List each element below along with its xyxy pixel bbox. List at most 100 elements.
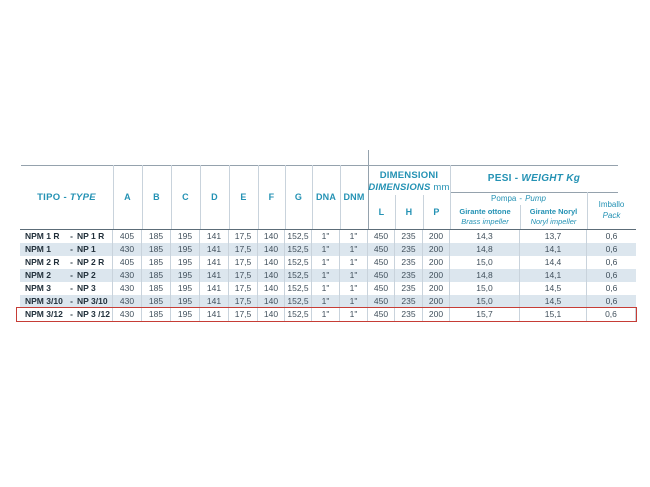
value-cell-noryl: 15,1: [520, 308, 587, 321]
dimensions-title-it: DIMENSIONI: [379, 170, 439, 182]
model-name-cell: NPM 3 - NP 3: [20, 282, 113, 295]
column-header-G: G: [294, 192, 303, 202]
value-cell-a: 405: [113, 230, 142, 243]
dimensions-divider-tick: [368, 150, 369, 229]
value-cell-p: 200: [423, 295, 450, 308]
pack-label-en: Pack: [602, 210, 621, 220]
value-cell-p: 200: [423, 269, 450, 282]
value-cell-b: 185: [142, 308, 171, 321]
grid-line: [229, 165, 230, 229]
value-cell-a: 430: [113, 308, 142, 321]
model-name-cell: NPM 1 - NP 1: [20, 243, 113, 256]
value-cell-c: 195: [171, 256, 200, 269]
column-header-DNA: DNA: [315, 192, 337, 202]
model-name-it: NPM 3: [25, 283, 51, 293]
value-cell-f: 140: [258, 282, 285, 295]
value-cell-dnm: 1": [340, 269, 368, 282]
model-name-cell: NPM 2 R - NP 2 R: [20, 256, 113, 269]
model-name-it: NPM 1 R: [25, 231, 60, 241]
value-cell-pack: 0,6: [605, 257, 618, 267]
column-header-F: F: [268, 192, 275, 202]
weight-group-underline: [450, 192, 618, 193]
column-header-C: C: [182, 192, 189, 202]
value-cell-h: 235: [395, 256, 423, 269]
value-cell-d: 141: [200, 256, 229, 269]
value-cell-c: 195: [171, 308, 200, 321]
grid-line: [395, 195, 396, 229]
value-cell-noryl: 14,5: [520, 295, 587, 308]
model-name-en: NP 1 R: [77, 231, 105, 241]
value-cell-c: 195: [171, 269, 200, 282]
value-cell-g: 152,5: [285, 295, 312, 308]
noryl-label-it: Girante Noryl: [529, 207, 578, 217]
grid-line: [520, 205, 521, 229]
value-cell-dna: 1": [312, 256, 340, 269]
value-cell-l: 450: [368, 256, 395, 269]
model-name-it: NPM 2 R: [25, 257, 60, 267]
value-cell-dna: 1": [312, 308, 340, 321]
value-cell-brass: 14,8: [450, 269, 520, 282]
value-cell-f: 140: [258, 295, 285, 308]
value-cell-brass: 15,7: [450, 308, 520, 321]
table-header: TIPO - TYPE DIMENSIONI DIMENSIONS mm PES…: [20, 165, 636, 229]
type-label-it: TIPO: [37, 191, 61, 203]
value-cell-a: 430: [113, 243, 142, 256]
value-cell-h: 235: [395, 243, 423, 256]
pump-label-it: Pompa: [491, 194, 517, 203]
value-cell-g: 152,5: [285, 243, 312, 256]
value-cell-c: 195: [171, 282, 200, 295]
model-name-separator: -: [70, 296, 73, 306]
value-cell-p: 200: [423, 308, 450, 321]
value-cell-p: 200: [423, 230, 450, 243]
model-name-it: NPM 2: [25, 270, 51, 280]
value-cell-dnm: 1": [340, 243, 368, 256]
value-cell-dna: 1": [312, 295, 340, 308]
value-cell-l: 450: [368, 282, 395, 295]
value-cell-pack: 0,6: [605, 244, 618, 254]
header-body-separator: [20, 229, 636, 230]
column-header-L: L: [378, 207, 385, 217]
grid-line: [113, 165, 114, 229]
value-cell-noryl: 13,7: [520, 230, 587, 243]
grid-line: [340, 165, 341, 229]
value-cell-p: 200: [423, 243, 450, 256]
model-name-en: NP 1: [77, 244, 96, 254]
value-cell-noryl: 14,1: [520, 243, 587, 256]
value-cell-dna: 1": [312, 269, 340, 282]
model-name-separator: -: [70, 283, 73, 293]
value-cell-f: 140: [258, 308, 285, 321]
value-cell-g: 152,5: [285, 308, 312, 321]
table-row: NPM 3/12- NP 3 /12 430 185 195 141 17,5 140 152,…: [16, 307, 637, 322]
value-cell-dnm: 1": [340, 230, 368, 243]
value-cell-f: 140: [258, 256, 285, 269]
value-cell-g: 152,5: [285, 269, 312, 282]
value-cell-pack: 0,6: [605, 231, 618, 241]
table-row: NPM 1- NP 1 430 185 195 141 17,5 140 152,5 1" 1" 45…: [20, 243, 636, 256]
dimensions-group-header: DIMENSIONI DIMENSIONS mm: [368, 167, 450, 197]
value-cell-f: 140: [258, 230, 285, 243]
value-cell-e: 17,5: [229, 230, 258, 243]
column-header-brass-impeller: Girante ottone Brass impeller: [450, 205, 520, 229]
model-name-en: NP 3/10: [77, 296, 108, 306]
grid-line: [171, 165, 172, 229]
value-cell-f: 140: [258, 269, 285, 282]
value-cell-g: 152,5: [285, 230, 312, 243]
value-cell-noryl: 14,5: [520, 282, 587, 295]
model-name-cell: NPM 3/10- NP 3/10: [20, 295, 113, 308]
value-cell-d: 141: [200, 295, 229, 308]
value-cell-b: 185: [142, 243, 171, 256]
type-label-en: TYPE: [69, 191, 96, 203]
value-cell-dna: 1": [312, 243, 340, 256]
table-top-border: [21, 165, 618, 166]
model-name-en: NP 2: [77, 270, 96, 280]
value-cell-c: 195: [171, 243, 200, 256]
model-name-separator: -: [70, 257, 73, 267]
weight-title-en: WEIGHT Kg: [521, 173, 581, 184]
column-header-D: D: [211, 192, 218, 202]
value-cell-l: 450: [368, 308, 395, 321]
brass-label-en: Brass impeller: [461, 217, 509, 226]
table-row: NPM 2 R - NP 2 R 405 185 195 141 17,5 140 152,5 1"…: [20, 256, 636, 269]
model-name-en: NP 3: [77, 283, 96, 293]
value-cell-b: 185: [142, 282, 171, 295]
grid-line: [423, 195, 424, 229]
